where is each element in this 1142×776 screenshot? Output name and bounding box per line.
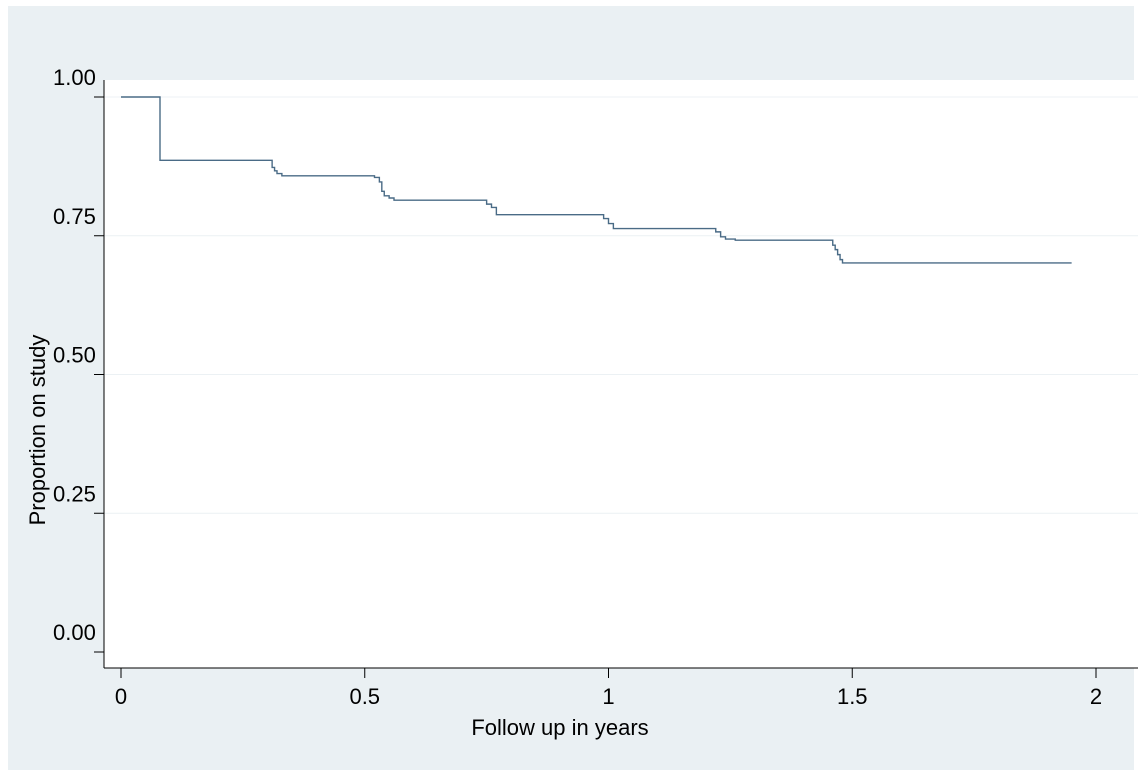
data-series [121, 96, 1072, 264]
y-tick-label-1: 0.25 [53, 481, 96, 506]
x-tick-label-4: 2 [1090, 684, 1102, 709]
x-tick-label-2: 1 [602, 684, 614, 709]
x-tick-label-0: 0 [115, 684, 127, 709]
x-axis-ticks: 0 0.5 1 1.5 2 [115, 668, 1102, 709]
x-tick-label-1: 0.5 [349, 684, 380, 709]
y-axis-title: Proportion on study [25, 335, 50, 526]
y-axis-ticks: 0.00 0.25 0.50 0.75 1.00 [53, 65, 104, 653]
y-tick-label-4: 1.00 [53, 65, 96, 90]
survival-step-line-0 [121, 96, 1072, 264]
y-tick-label-2: 0.50 [53, 343, 96, 368]
y-tick-label-3: 0.75 [53, 204, 96, 229]
y-tick-label-0: 0.00 [53, 620, 96, 645]
grid-lines [104, 96, 1138, 514]
x-tick-label-3: 1.5 [837, 684, 868, 709]
x-axis-title: Follow up in years [471, 715, 648, 740]
